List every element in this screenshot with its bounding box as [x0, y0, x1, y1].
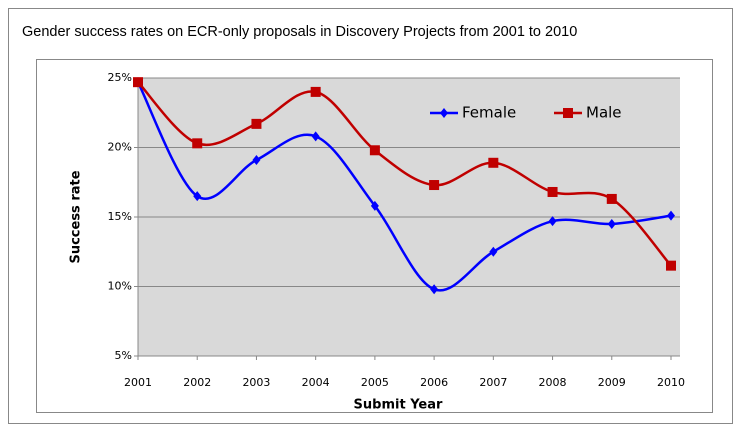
data-point	[488, 157, 499, 168]
data-point	[369, 145, 380, 156]
legend-marker	[440, 108, 448, 118]
data-point	[252, 155, 261, 166]
data-point	[606, 193, 617, 204]
y-tick-label: 10%	[108, 280, 132, 293]
x-axis-title: Submit Year	[354, 398, 443, 413]
x-tick-label: 2007	[479, 376, 507, 389]
series-line	[137, 81, 672, 267]
data-point	[667, 210, 675, 221]
data-point	[548, 216, 557, 227]
data-point	[429, 180, 440, 191]
x-tick-label: 2002	[183, 376, 211, 389]
data-point	[311, 131, 320, 142]
y-tick-label: 5%	[115, 349, 132, 362]
y-tick-label: 25%	[108, 71, 132, 84]
outer-frame	[8, 8, 733, 424]
x-tick-label: 2001	[124, 376, 152, 389]
y-axis-title: Success rate	[69, 170, 84, 263]
data-point	[666, 260, 676, 271]
data-point	[607, 218, 616, 229]
legend-label: Male	[586, 104, 622, 122]
x-tick-label: 2003	[242, 376, 270, 389]
data-point	[430, 284, 439, 295]
series-line	[136, 81, 672, 292]
chart-title: Gender success rates on ECR-only proposa…	[22, 24, 577, 40]
data-point	[133, 77, 143, 88]
data-point	[193, 191, 202, 202]
data-point	[251, 118, 262, 129]
y-tick-label: 15%	[108, 210, 132, 223]
data-point	[547, 186, 558, 197]
x-tick-label: 2004	[302, 376, 330, 389]
legend-marker	[563, 108, 573, 118]
x-tick-label: 2010	[657, 376, 685, 389]
data-point	[370, 200, 379, 211]
x-tick-label: 2005	[361, 376, 389, 389]
data-point	[489, 246, 498, 257]
x-tick-label: 2008	[539, 376, 567, 389]
x-tick-label: 2006	[420, 376, 448, 389]
data-point	[310, 86, 321, 97]
y-tick-label: 20%	[108, 141, 132, 154]
x-tick-label: 2009	[598, 376, 626, 389]
data-point	[192, 138, 203, 149]
legend-label: Female	[462, 104, 516, 122]
